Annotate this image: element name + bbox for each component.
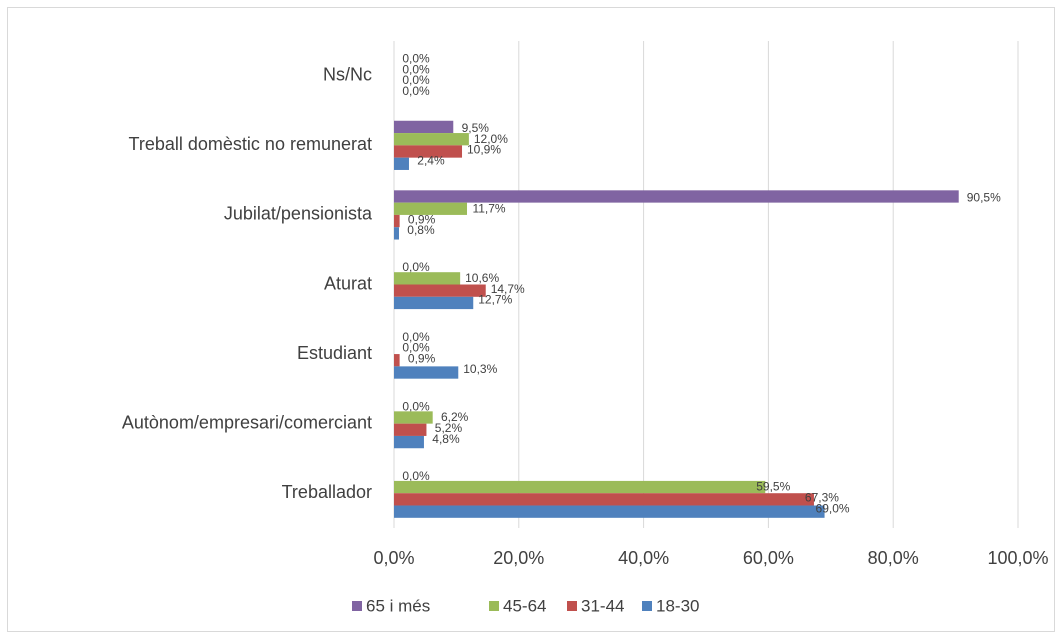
bar: [394, 284, 486, 297]
bar: [394, 214, 400, 228]
data-label: 2,4%: [417, 153, 445, 167]
bar: [394, 493, 814, 506]
bar: [394, 366, 459, 379]
data-label: 4,8%: [432, 432, 460, 446]
y-tick-label: Ns/Nc: [323, 65, 372, 85]
x-tick-label: 60,0%: [743, 548, 794, 568]
data-label: 0,0%: [402, 469, 430, 483]
data-label: 10,3%: [463, 362, 497, 376]
data-label: 59,5%: [756, 480, 790, 494]
x-tick-label: 80,0%: [868, 548, 919, 568]
y-tick-label: Jubilat/pensionista: [224, 204, 373, 224]
data-label: 0,0%: [402, 341, 430, 355]
legend-label: 45-64: [503, 596, 546, 615]
data-label: 0,9%: [408, 351, 436, 365]
bar: [394, 227, 399, 240]
bar: [394, 190, 959, 203]
data-label: 11,7%: [472, 201, 505, 215]
bar: [394, 296, 474, 310]
bar: [394, 354, 400, 367]
bar: [394, 145, 463, 158]
data-label: 0,8%: [407, 223, 435, 237]
bar: [394, 272, 461, 285]
legend-swatch: [567, 601, 577, 611]
legend-swatch: [352, 601, 362, 611]
data-label: 10,6%: [465, 271, 499, 285]
data-label: 0,0%: [402, 260, 430, 274]
legend-label: 65 i més: [366, 596, 430, 615]
x-tick-label: 20,0%: [493, 548, 544, 568]
bar: [394, 157, 409, 170]
data-label: 0,0%: [402, 399, 430, 413]
data-label: 12,7%: [478, 293, 512, 307]
data-label: 69,0%: [816, 501, 850, 515]
data-label: 12,0%: [474, 132, 508, 146]
legend-swatch: [489, 601, 499, 611]
data-label: 0,9%: [408, 212, 436, 226]
chart-border: [7, 7, 1055, 632]
bar: [394, 202, 468, 215]
bar: [394, 435, 424, 449]
data-label: 0,0%: [402, 52, 430, 66]
bar: [394, 120, 454, 134]
bar: [394, 411, 433, 424]
y-tick-label: Treballador: [282, 482, 372, 502]
legend-label: 31-44: [581, 596, 624, 615]
bar: [394, 505, 825, 518]
data-label: 0,0%: [402, 73, 430, 87]
data-label: 0,0%: [402, 62, 430, 76]
y-tick-label: Autònom/empresari/comerciant: [122, 412, 372, 432]
data-label: 90,5%: [967, 191, 1001, 205]
bar: [394, 480, 766, 494]
data-label: 6,2%: [441, 410, 469, 424]
data-label: 14,7%: [491, 282, 525, 296]
bar: [394, 423, 427, 436]
x-tick-label: 40,0%: [618, 548, 669, 568]
data-label: 10,9%: [467, 143, 501, 157]
x-tick-label: 100,0%: [987, 548, 1048, 568]
y-tick-label: Aturat: [324, 273, 372, 293]
x-tick-label: 0,0%: [373, 548, 414, 568]
y-tick-label: Estudiant: [297, 343, 372, 363]
legend-swatch: [642, 601, 652, 611]
data-label: 5,2%: [435, 421, 463, 435]
bar: [394, 133, 469, 146]
data-label: 0,0%: [402, 330, 430, 344]
legend-label: 18-30: [656, 596, 699, 615]
data-label: 0,0%: [402, 84, 430, 98]
y-tick-label: Treball domèstic no remunerat: [129, 134, 372, 154]
data-label: 67,3%: [805, 491, 839, 505]
data-label: 9,5%: [462, 121, 490, 135]
